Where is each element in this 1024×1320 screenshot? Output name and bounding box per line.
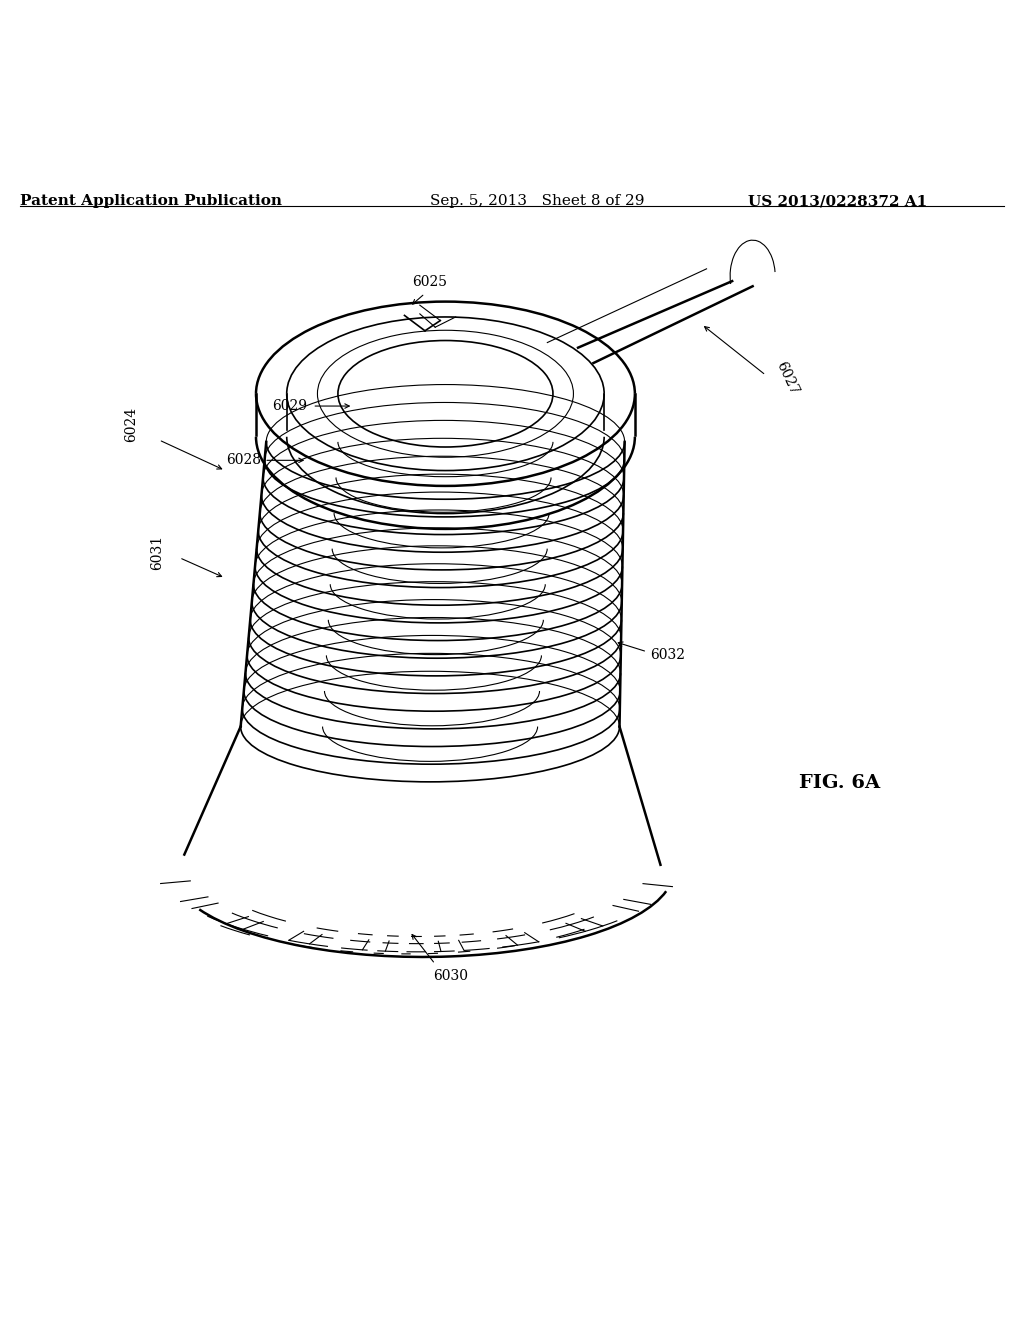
Text: 6024: 6024 — [124, 407, 138, 442]
Text: 6032: 6032 — [650, 648, 685, 661]
Text: 6031: 6031 — [150, 535, 164, 570]
Text: 6030: 6030 — [433, 969, 468, 983]
Text: 6028: 6028 — [226, 453, 261, 467]
Text: FIG. 6A: FIG. 6A — [799, 774, 881, 792]
Text: Patent Application Publication: Patent Application Publication — [20, 194, 283, 209]
Text: Sep. 5, 2013   Sheet 8 of 29: Sep. 5, 2013 Sheet 8 of 29 — [430, 194, 644, 209]
Text: US 2013/0228372 A1: US 2013/0228372 A1 — [748, 194, 927, 209]
Text: 6027: 6027 — [773, 359, 801, 397]
Text: 6025: 6025 — [413, 276, 447, 289]
Text: 6029: 6029 — [272, 399, 307, 413]
